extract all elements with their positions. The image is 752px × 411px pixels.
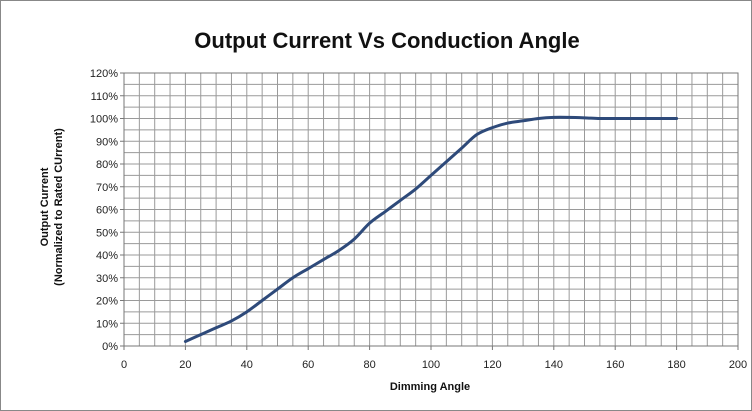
y-axis-label: Output Current (Normalized to Rated CUrr… <box>39 128 65 286</box>
x-tick-label: 200 <box>729 359 747 371</box>
x-tick-label: 100 <box>422 359 440 371</box>
chart-title: Output Current Vs Conduction Angle <box>194 28 579 53</box>
y-tick-label: 40% <box>96 250 118 262</box>
y-tick-label: 60% <box>96 205 118 217</box>
series-layer <box>183 115 679 343</box>
x-tick-label: 60 <box>302 359 314 371</box>
axes <box>120 72 739 350</box>
x-axis-label: Dimming Angle <box>390 381 470 393</box>
y-tick-label: 50% <box>96 227 118 239</box>
y-tick-label: 70% <box>96 182 118 194</box>
y-tick-label: 100% <box>90 114 118 126</box>
y-tick-label: 110% <box>91 91 119 103</box>
y-tick-label: 0% <box>102 341 118 353</box>
x-tick-label: 120 <box>483 359 501 371</box>
x-tick-label: 140 <box>545 359 563 371</box>
x-tick-label: 0 <box>121 359 127 371</box>
y-axis-label-line-2: (Normalized to Rated CUrrent) <box>53 128 65 286</box>
series-line <box>183 115 679 343</box>
x-tick-label: 80 <box>363 359 375 371</box>
x-tick-label: 180 <box>667 359 685 371</box>
x-tick-label: 40 <box>241 359 253 371</box>
y-tick-label: 30% <box>96 273 118 285</box>
y-tick-label: 80% <box>96 159 118 171</box>
y-tick-label: 120% <box>90 68 118 80</box>
y-tick-label: 10% <box>96 318 118 330</box>
grid <box>123 72 739 347</box>
tick-labels: 0% 10% 20% 30% 40% 50% 60% 70% 80% 90% 100% 110% 120… <box>90 68 747 371</box>
x-tick-label: 160 <box>606 359 624 371</box>
y-axis-label-line-1: Output Current <box>39 167 51 246</box>
y-tick-label: 20% <box>96 296 118 308</box>
x-tick-label: 20 <box>179 359 191 371</box>
y-tick-label: 90% <box>96 136 118 148</box>
